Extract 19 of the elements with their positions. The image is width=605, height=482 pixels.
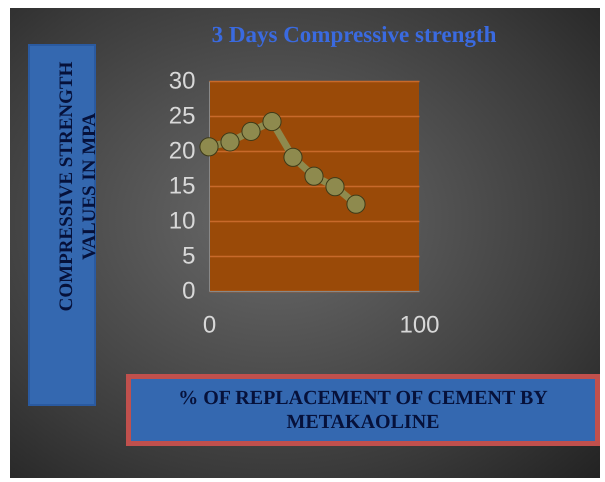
x-tick-label: 100 bbox=[399, 312, 440, 338]
point bbox=[346, 194, 366, 214]
y-tick-label: 5 bbox=[182, 242, 196, 270]
y-tick-label: 25 bbox=[168, 102, 196, 130]
point bbox=[241, 122, 261, 141]
point bbox=[325, 177, 345, 196]
chart-title: 3 Days Compressive strength bbox=[212, 22, 497, 48]
x-axis-title: % OF REPLACEMENT OF CEMENT BY METAKAOLINE bbox=[126, 374, 600, 446]
point bbox=[220, 132, 240, 152]
point bbox=[304, 166, 324, 186]
y-axis-title: COMPRESSIVE STRENGTH VALUES IN MPA bbox=[56, 61, 100, 312]
y-tick-label: 30 bbox=[168, 68, 196, 94]
y-tick-label: 0 bbox=[182, 278, 196, 304]
point bbox=[283, 148, 303, 167]
y-tick-label: 15 bbox=[168, 172, 196, 200]
point bbox=[199, 137, 219, 156]
point bbox=[262, 112, 282, 132]
y-tick-label: 10 bbox=[168, 208, 196, 234]
y-tick-label: 20 bbox=[168, 138, 196, 164]
